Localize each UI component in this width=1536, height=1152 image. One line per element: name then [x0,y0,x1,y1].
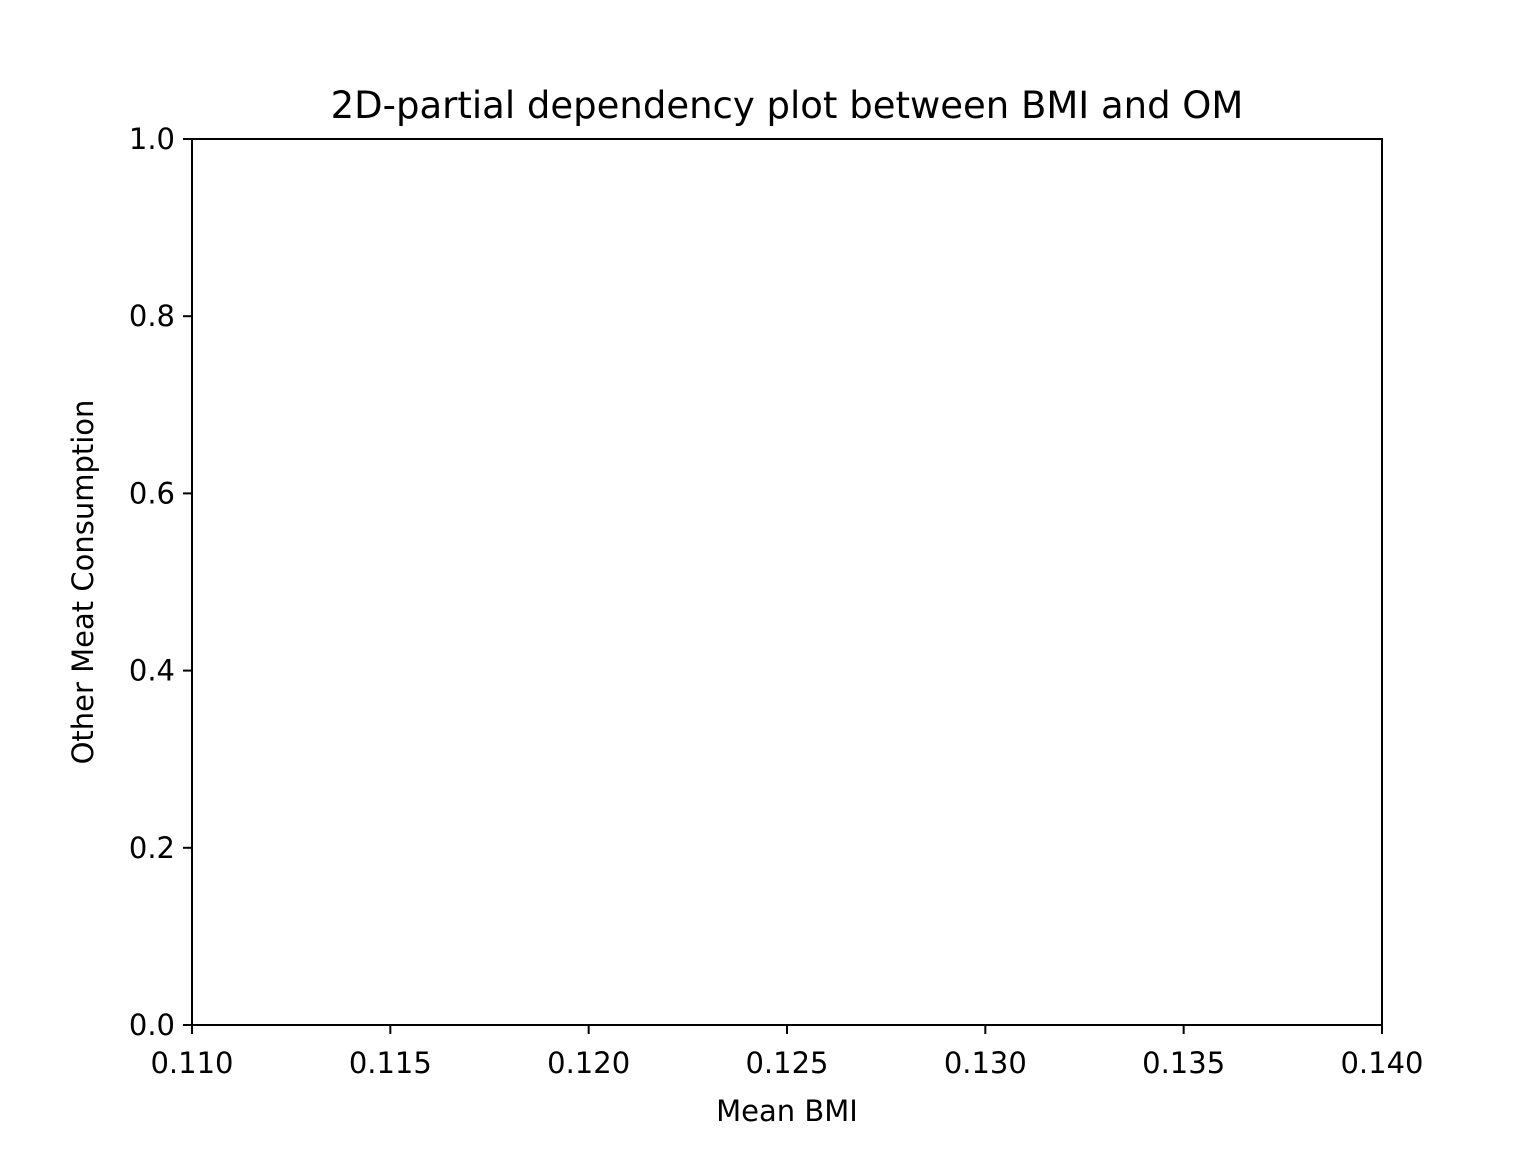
x-tick-label: 0.115 [349,1046,432,1080]
y-tick-label: 0.8 [129,299,175,333]
chart-title: 2D-partial dependency plot between BMI a… [331,84,1244,127]
x-axis-ticks: 0.110 0.115 0.120 0.125 0.130 0.135 0.140 [150,1025,1424,1080]
y-axis-ticks: 0.0 0.2 0.4 0.6 0.8 1.0 [129,122,192,1042]
y-tick-label: 0.4 [129,654,175,688]
x-tick-label: 0.140 [1340,1046,1423,1080]
x-tick-label: 0.130 [944,1046,1027,1080]
x-tick-label: 0.125 [745,1046,828,1080]
y-tick-label: 1.0 [129,122,175,156]
y-tick-label: 0.6 [129,476,175,510]
x-tick-label: 0.120 [547,1046,630,1080]
y-tick-label: 0.0 [129,1008,175,1042]
y-axis-label: Other Meat Consumption [66,400,100,765]
x-tick-label: 0.110 [150,1046,233,1080]
y-tick-label: 0.2 [129,831,175,865]
x-axis-label: Mean BMI [716,1094,858,1128]
x-tick-label: 0.135 [1142,1046,1225,1080]
